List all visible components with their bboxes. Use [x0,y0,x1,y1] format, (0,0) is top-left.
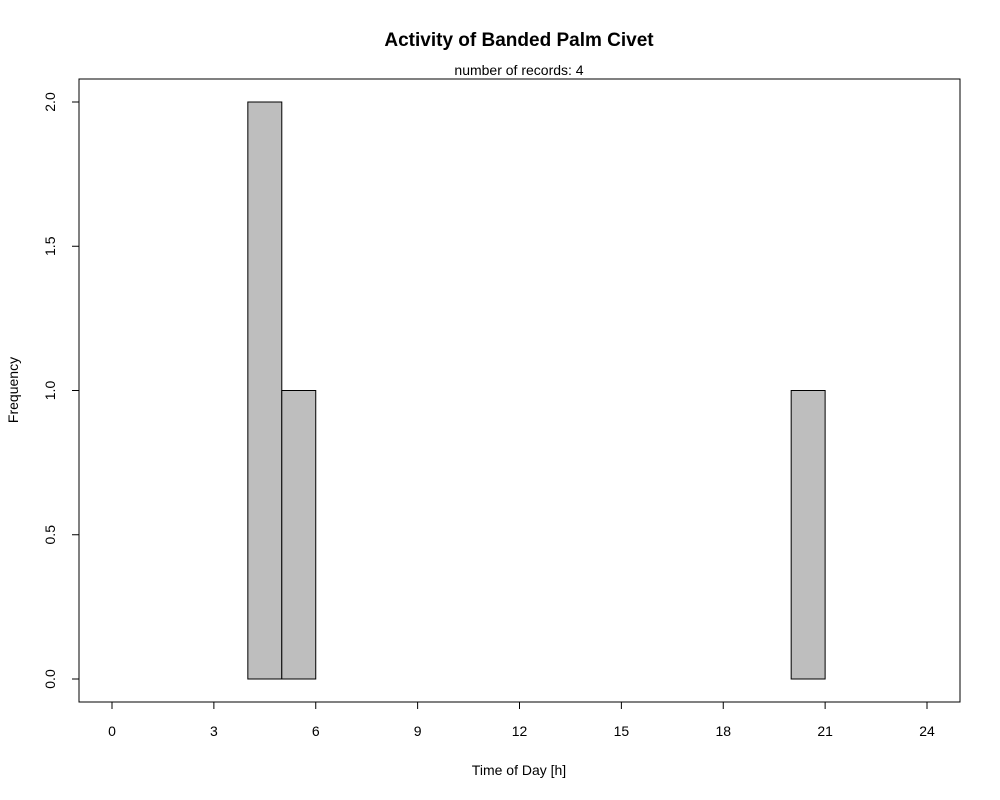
x-tick-label: 0 [108,723,116,739]
y-tick-label: 0.5 [42,525,58,545]
x-axis-label: Time of Day [h] [472,762,566,778]
x-tick-label: 3 [210,723,218,739]
y-tick-label: 0.0 [42,669,58,689]
x-tick-label: 6 [312,723,320,739]
bars-group [247,101,826,680]
x-tick-label: 21 [817,723,833,739]
y-tick-label: 2.0 [42,92,58,112]
plot-frame [78,78,961,703]
x-tick-label: 9 [414,723,422,739]
histogram-bar [247,101,283,680]
x-tick-label: 12 [512,723,528,739]
y-tick-label: 1.0 [42,381,58,401]
histogram-bar [790,390,826,680]
y-axis: 0.0 0.5 1.0 1.5 2.0 [42,92,80,689]
y-axis-label: Frequency [5,357,21,423]
x-tick-label: 24 [919,723,935,739]
x-tick-label: 18 [715,723,731,739]
x-tick-label: 15 [614,723,630,739]
chart-title: Activity of Banded Palm Civet [384,30,654,51]
chart-subtitle: number of records: 4 [454,62,583,78]
histogram-bar [281,390,317,680]
x-axis: 0 3 6 9 12 15 18 21 24 [108,701,935,739]
y-tick-label: 1.5 [42,236,58,256]
